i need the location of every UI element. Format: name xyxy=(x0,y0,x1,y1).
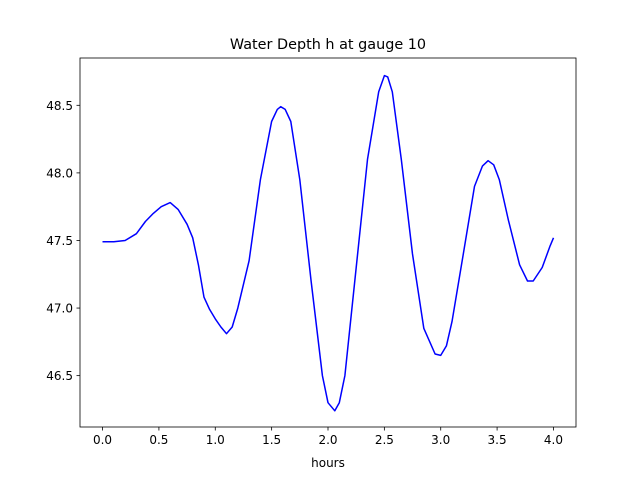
x-tick-label: 2.0 xyxy=(318,433,337,447)
x-tick-label: 0.0 xyxy=(93,433,112,447)
x-tick-label: 3.0 xyxy=(431,433,450,447)
x-tick-label: 1.5 xyxy=(262,433,281,447)
x-axis-label: hours xyxy=(311,456,345,470)
y-tick-label: 48.0 xyxy=(46,166,73,180)
x-tick-label: 4.0 xyxy=(544,433,563,447)
y-tick-label: 46.5 xyxy=(46,369,73,383)
x-tick-label: 0.5 xyxy=(149,433,168,447)
x-tick-label: 2.5 xyxy=(375,433,394,447)
y-tick-label: 48.5 xyxy=(46,99,73,113)
series-line-h xyxy=(102,74,555,412)
y-tick-label: 47.0 xyxy=(46,302,73,316)
y-tick-label: 47.5 xyxy=(46,234,73,248)
x-tick-label: 3.5 xyxy=(488,433,507,447)
chart-title: Water Depth h at gauge 10 xyxy=(230,37,426,53)
x-tick-label: 1.0 xyxy=(206,433,225,447)
plot-area: 0.0 0.5 1.0 1.5 2.0 2.5 3.0 3.5 4.0 46.5 47.0 47.5 4… xyxy=(46,57,577,447)
